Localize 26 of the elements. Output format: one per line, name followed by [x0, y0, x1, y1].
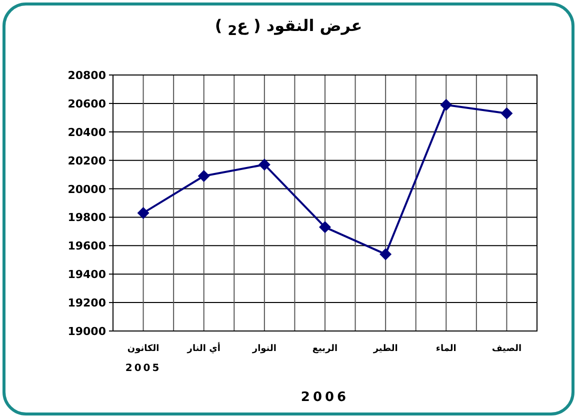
y-tick-label: 20800 [68, 69, 106, 82]
y-tick-label: 19800 [68, 211, 106, 224]
y-tick-label: 19200 [68, 296, 106, 310]
point [258, 158, 270, 171]
x-tick-label: أي النار [186, 342, 220, 354]
point [500, 107, 513, 120]
y-tick-label: 20200 [68, 154, 106, 168]
point [137, 206, 150, 219]
point [198, 170, 210, 182]
x-tick-label: الماء [436, 344, 456, 354]
text: 2005 [125, 363, 162, 374]
x-tick-label: النوار [251, 344, 276, 354]
y-tick-label: 20400 [68, 126, 106, 139]
y-tick-label: 19600 [68, 240, 106, 253]
y-tick-label: 20600 [68, 97, 106, 110]
x-tick-label: الطير [372, 344, 398, 354]
y-tick-label: 20000 [68, 182, 106, 196]
x-axis-title: 2006 [300, 390, 350, 405]
y-tick-label: 19400 [68, 268, 106, 282]
x-tick-label: الكانون [127, 344, 160, 354]
point [380, 248, 392, 260]
x-tick-label: الربيع [312, 344, 338, 354]
point [319, 221, 331, 234]
y-tick-label: 19000 [68, 325, 106, 338]
x-tick-label: الصيف [492, 344, 522, 354]
point [440, 98, 452, 111]
